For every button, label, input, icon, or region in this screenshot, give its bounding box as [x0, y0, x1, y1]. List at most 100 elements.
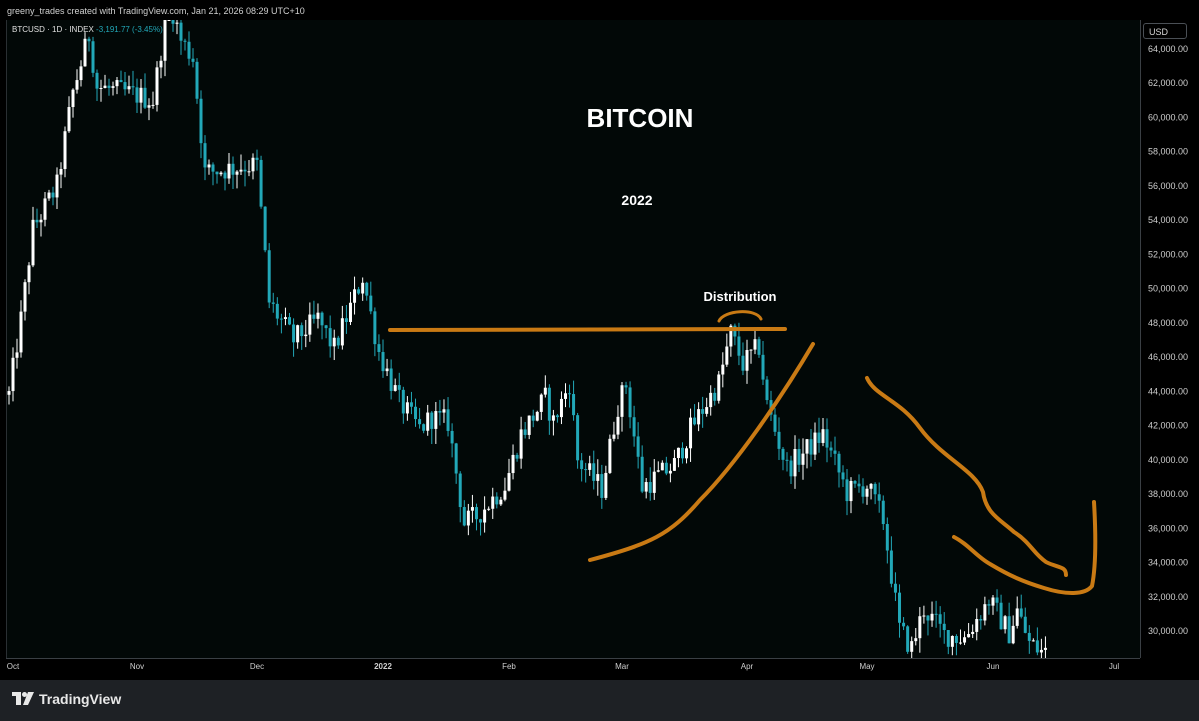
- candle-body: [361, 282, 365, 294]
- candle: [572, 380, 576, 421]
- candle-body: [1003, 616, 1007, 630]
- candle-body: [853, 480, 857, 484]
- candle-body: [885, 524, 889, 551]
- candle-body: [135, 87, 139, 103]
- candle-body: [385, 368, 389, 372]
- candle: [23, 279, 27, 321]
- candle: [442, 399, 446, 423]
- candle: [223, 170, 227, 191]
- candle-body: [608, 438, 612, 473]
- candle: [689, 408, 693, 462]
- candle: [340, 305, 344, 350]
- tradingview-logo-icon: [12, 692, 34, 705]
- candle-body: [300, 325, 304, 337]
- distribution-label: Distribution: [704, 289, 777, 304]
- candle-body: [11, 357, 15, 392]
- candle-body: [511, 454, 515, 474]
- candle-body: [231, 163, 235, 175]
- candle: [466, 503, 470, 536]
- time-tick-label: Oct: [7, 662, 20, 671]
- symbol-label: BTCUSD · 1D · INDEX: [12, 25, 94, 34]
- candle: [539, 393, 543, 420]
- candle: [914, 627, 918, 646]
- candle: [676, 447, 680, 468]
- candle-body: [414, 406, 418, 420]
- candle-body: [83, 38, 87, 67]
- candle-body: [950, 635, 954, 647]
- time-axis[interactable]: [6, 658, 1140, 679]
- candle-body: [773, 414, 777, 432]
- chart-canvas[interactable]: [6, 20, 1141, 658]
- candle-body: [877, 494, 881, 501]
- candle-body: [7, 391, 11, 395]
- candle-body: [821, 429, 825, 443]
- time-tick-label: May: [859, 662, 874, 671]
- candles-layer: [7, 20, 1047, 658]
- candle-body: [777, 431, 781, 449]
- candle-body: [531, 415, 535, 421]
- candle-body: [693, 417, 697, 425]
- candle-body: [660, 462, 664, 471]
- candle: [604, 465, 608, 500]
- candle: [721, 352, 725, 388]
- candle: [648, 467, 652, 501]
- candle: [963, 631, 967, 646]
- candle-body: [930, 613, 934, 621]
- candle: [19, 300, 23, 358]
- candle: [930, 601, 934, 627]
- candle: [474, 503, 478, 531]
- candle: [91, 36, 95, 78]
- candle: [902, 617, 906, 631]
- candle-body: [789, 460, 793, 477]
- candle-body: [442, 409, 446, 413]
- candle-body: [987, 604, 991, 606]
- candle: [869, 483, 873, 500]
- candle: [588, 455, 592, 476]
- candle-body: [353, 289, 357, 303]
- candle: [559, 391, 563, 425]
- candle-body: [275, 303, 279, 319]
- candle: [543, 375, 547, 398]
- candle-body: [576, 415, 580, 461]
- candle: [1039, 638, 1043, 658]
- candle-body: [175, 22, 179, 24]
- descending-drawing-lower: [952, 500, 1098, 595]
- candle: [393, 378, 397, 392]
- symbol-info[interactable]: BTCUSD · 1D · INDEX -3,191.77 (-3.45%): [12, 25, 163, 34]
- candle-body: [283, 317, 287, 320]
- candle-body: [377, 344, 381, 353]
- candle-body: [247, 171, 251, 173]
- candle-body: [604, 472, 608, 498]
- candle-body: [539, 394, 543, 412]
- candle-body: [825, 429, 829, 448]
- price-axis[interactable]: [1140, 20, 1199, 658]
- candle-body: [393, 385, 397, 391]
- candle-body: [705, 407, 709, 414]
- candle: [267, 243, 271, 309]
- currency-selector[interactable]: USD: [1143, 23, 1187, 39]
- candle-body: [616, 416, 620, 435]
- candle: [632, 405, 636, 447]
- candle-body: [59, 168, 63, 175]
- candle: [373, 307, 377, 357]
- candle-body: [914, 638, 918, 642]
- candle: [983, 596, 987, 626]
- candle: [636, 422, 640, 469]
- candle: [837, 451, 841, 488]
- candle-body: [344, 318, 348, 322]
- candle: [535, 410, 539, 422]
- candle-body: [942, 623, 946, 631]
- tradingview-logo[interactable]: TradingView: [12, 691, 121, 707]
- candle-body: [934, 613, 938, 615]
- candle-body: [963, 637, 967, 643]
- candle: [255, 149, 259, 171]
- time-tick-label: 2022: [374, 662, 392, 671]
- candle-body: [564, 393, 567, 399]
- candle-body: [365, 282, 369, 296]
- candle: [873, 482, 877, 505]
- candle: [446, 397, 450, 437]
- candle-body: [999, 602, 1003, 630]
- candle-body: [71, 89, 75, 108]
- candle-body: [499, 499, 503, 505]
